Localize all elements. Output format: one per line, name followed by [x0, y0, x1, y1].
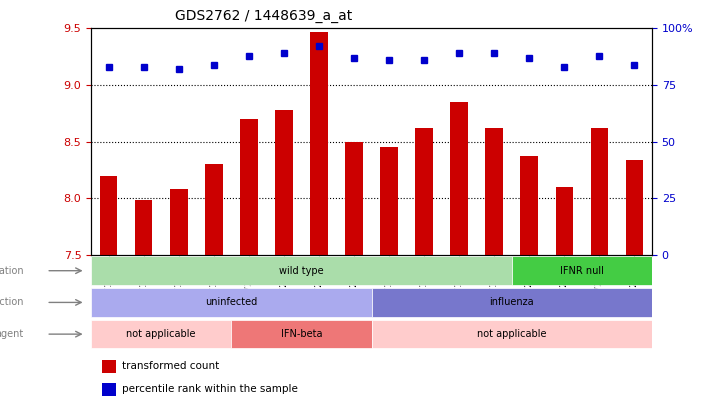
- Bar: [205, 164, 223, 255]
- FancyBboxPatch shape: [231, 320, 372, 348]
- Text: not applicable: not applicable: [477, 329, 547, 339]
- Bar: [416, 128, 433, 255]
- Bar: [240, 119, 258, 255]
- Text: IFNR null: IFNR null: [560, 266, 604, 276]
- Bar: [486, 128, 503, 255]
- Bar: [275, 110, 293, 255]
- FancyBboxPatch shape: [91, 320, 231, 348]
- Bar: [102, 383, 116, 396]
- FancyBboxPatch shape: [372, 288, 652, 317]
- Bar: [102, 360, 116, 373]
- Bar: [135, 200, 153, 255]
- Text: influenza: influenza: [489, 297, 534, 307]
- Text: agent: agent: [0, 329, 24, 339]
- Text: uninfected: uninfected: [205, 297, 257, 307]
- Bar: [451, 102, 468, 255]
- FancyBboxPatch shape: [512, 256, 652, 285]
- Bar: [381, 147, 398, 255]
- Text: IFN-beta: IFN-beta: [280, 329, 322, 339]
- Text: not applicable: not applicable: [126, 329, 196, 339]
- FancyBboxPatch shape: [91, 288, 372, 317]
- Text: wild type: wild type: [279, 266, 324, 276]
- Text: GDS2762 / 1448639_a_at: GDS2762 / 1448639_a_at: [175, 9, 353, 23]
- Bar: [170, 189, 188, 255]
- Text: transformed count: transformed count: [122, 361, 219, 371]
- Bar: [346, 142, 363, 255]
- Text: infection: infection: [0, 297, 24, 307]
- Text: genotype/variation: genotype/variation: [0, 266, 24, 276]
- Bar: [311, 32, 328, 255]
- FancyBboxPatch shape: [91, 256, 512, 285]
- Bar: [521, 156, 538, 255]
- Bar: [591, 128, 608, 255]
- FancyBboxPatch shape: [372, 320, 652, 348]
- Bar: [626, 160, 644, 255]
- Bar: [100, 176, 118, 255]
- Bar: [556, 187, 573, 255]
- Text: percentile rank within the sample: percentile rank within the sample: [122, 384, 298, 394]
